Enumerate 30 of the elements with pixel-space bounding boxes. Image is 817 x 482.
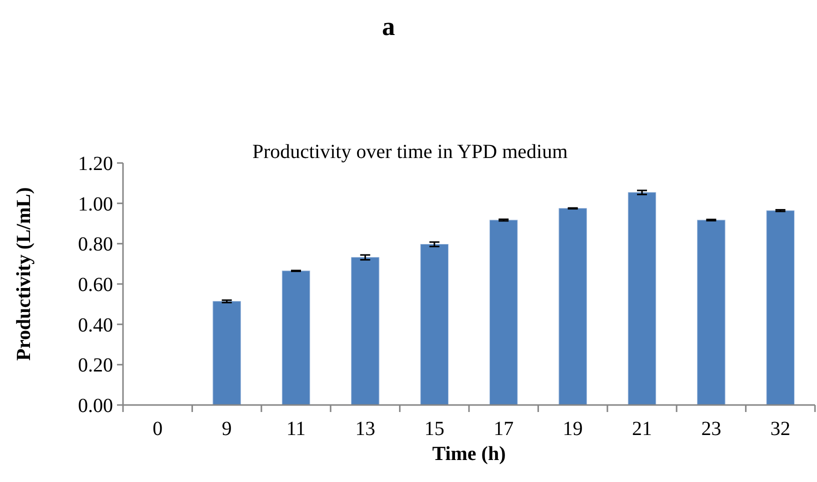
x-tick-label: 13 — [355, 418, 376, 440]
y-axis-title: Productivity (L/mL) — [13, 187, 35, 361]
x-tick-label: 19 — [562, 418, 583, 440]
chart-subtitle: Productivity over time in YPD medium — [252, 141, 568, 163]
bar — [558, 208, 587, 406]
x-tick-label: 23 — [701, 418, 722, 440]
y-tick-label: 1.20 — [78, 153, 113, 175]
bar — [351, 257, 380, 406]
bar — [282, 270, 310, 406]
y-tick-label: 0.00 — [78, 395, 113, 417]
y-tick-label: 0.20 — [78, 354, 113, 377]
x-tick-label: 0 — [152, 418, 163, 440]
bar — [628, 192, 656, 406]
bar — [766, 210, 794, 406]
bar — [420, 244, 448, 406]
x-tick-label: 15 — [424, 418, 444, 440]
x-axis-title: Time (h) — [432, 443, 506, 465]
x-tick-label: 9 — [222, 418, 232, 440]
y-tick-label: 0.40 — [78, 314, 113, 336]
y-tick-label: 0.80 — [78, 234, 113, 256]
bar — [212, 301, 241, 406]
x-tick-label: 32 — [770, 418, 790, 440]
x-tick-label: 21 — [632, 418, 652, 440]
y-tick-label: 1.00 — [78, 193, 113, 216]
bar — [490, 220, 518, 406]
bar — [697, 220, 726, 406]
x-tick-label: 17 — [494, 418, 514, 440]
x-tick-label: 11 — [286, 418, 306, 440]
chart-title: a — [382, 12, 395, 41]
y-tick-label: 0.60 — [78, 274, 113, 296]
